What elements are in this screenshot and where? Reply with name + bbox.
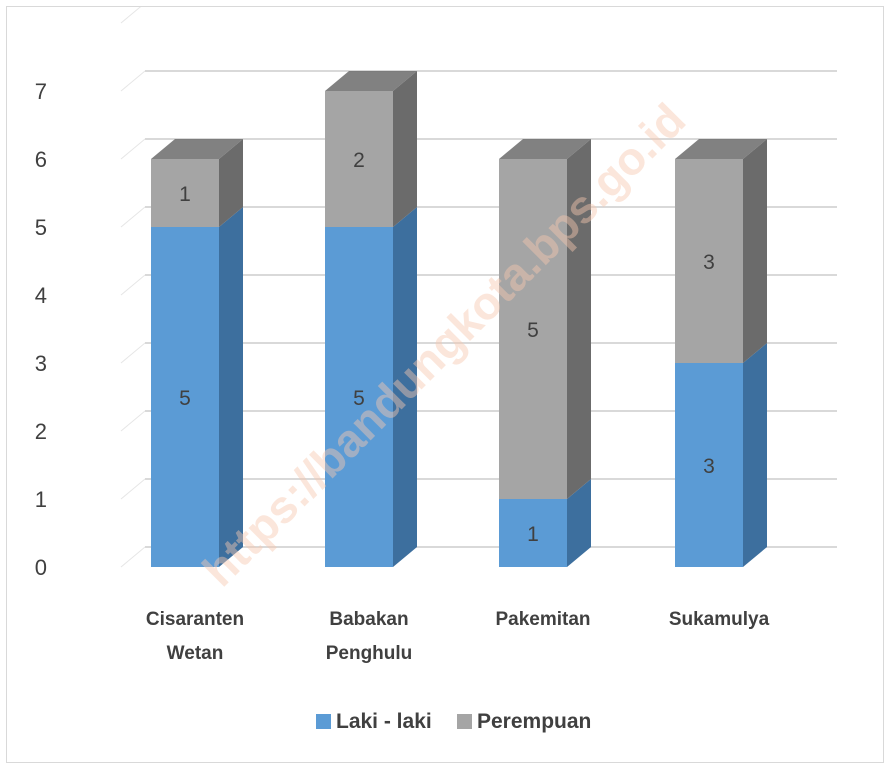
bar-front <box>151 227 219 567</box>
legend: Laki - laki Perempuan <box>316 710 591 733</box>
gridline-side <box>120 478 146 500</box>
y-axis: 0 1 2 3 4 5 6 7 <box>35 79 47 580</box>
y-tick-label: 6 <box>35 147 47 172</box>
bar-front <box>325 227 393 567</box>
legend-swatch <box>316 714 331 729</box>
legend-swatch <box>457 714 472 729</box>
bar-top <box>499 139 591 159</box>
bar-segment: 1 <box>151 139 243 227</box>
bar-segment: 2 <box>325 71 417 227</box>
y-tick-label: 1 <box>35 487 47 512</box>
legend-label: Perempuan <box>477 710 591 733</box>
bar-segment: 3 <box>675 343 767 567</box>
x-tick-label: Pakemitan <box>495 609 590 630</box>
x-tick-label: Cisaranten <box>146 609 244 630</box>
x-tick-label: Babakan <box>329 609 408 630</box>
data-label: 3 <box>703 455 715 478</box>
bar-side <box>743 139 767 363</box>
bar-front <box>675 363 743 567</box>
gridline-side <box>120 206 146 228</box>
chart-frame: 0 1 2 3 4 5 6 7 5 1 5 2 1 5 3 3 Cisaranten Wetan Babakan… <box>6 6 884 763</box>
bar-side <box>567 479 591 567</box>
bar-front <box>499 499 567 567</box>
y-tick-label: 7 <box>35 79 47 104</box>
y-tick-label: 4 <box>35 283 47 308</box>
bar-side <box>567 139 591 499</box>
gridline-side <box>120 70 146 92</box>
gridline-side <box>120 274 146 296</box>
y-tick-label: 5 <box>35 215 47 240</box>
legend-label: Laki - laki <box>336 710 432 733</box>
bar-top <box>675 139 767 159</box>
x-axis: Cisaranten Wetan Babakan Penghulu Pakemitan S… <box>146 609 770 664</box>
bar-segment: 5 <box>151 207 243 567</box>
x-tick-label: Sukamulya <box>669 609 770 630</box>
gridline-side <box>120 138 146 160</box>
bar-front <box>499 159 567 499</box>
y-tick-label: 2 <box>35 419 47 444</box>
data-label: 2 <box>353 149 365 172</box>
stacked-bar-chart: 0 1 2 3 4 5 6 7 5 1 5 2 1 5 3 3 Cisaranten Wetan Babakan… <box>35 7 837 733</box>
y-tick-label: 3 <box>35 351 47 376</box>
bar-top <box>325 71 417 91</box>
y-tick-label: 0 <box>35 555 47 580</box>
data-label: 5 <box>179 387 191 410</box>
data-label: 1 <box>179 183 191 206</box>
x-tick-label: Penghulu <box>326 643 413 664</box>
bar-segment: 3 <box>675 139 767 363</box>
bar-segment: 5 <box>499 139 591 499</box>
bar-top <box>151 139 243 159</box>
bar-side <box>219 139 243 227</box>
data-label: 5 <box>353 387 365 410</box>
bar-side <box>219 207 243 567</box>
data-label: 3 <box>703 251 715 274</box>
data-label: 5 <box>527 319 539 342</box>
gridline-side <box>120 7 141 24</box>
gridline-side <box>120 342 146 364</box>
bar-side <box>393 207 417 567</box>
bar-segment: 1 <box>499 479 591 567</box>
bar-side <box>743 343 767 567</box>
bar-segment: 5 <box>325 207 417 567</box>
data-label: 1 <box>527 523 539 546</box>
bar-front <box>151 159 219 227</box>
bars: 5 1 5 2 1 5 3 3 <box>151 71 767 567</box>
bar-side <box>393 71 417 227</box>
watermark: https://bandungkota.bps.go.id <box>192 93 695 596</box>
bar-front <box>325 91 393 227</box>
bar-front <box>675 159 743 363</box>
gridline-side <box>120 546 146 568</box>
x-tick-label: Wetan <box>167 643 224 664</box>
gridline-side <box>120 410 146 432</box>
